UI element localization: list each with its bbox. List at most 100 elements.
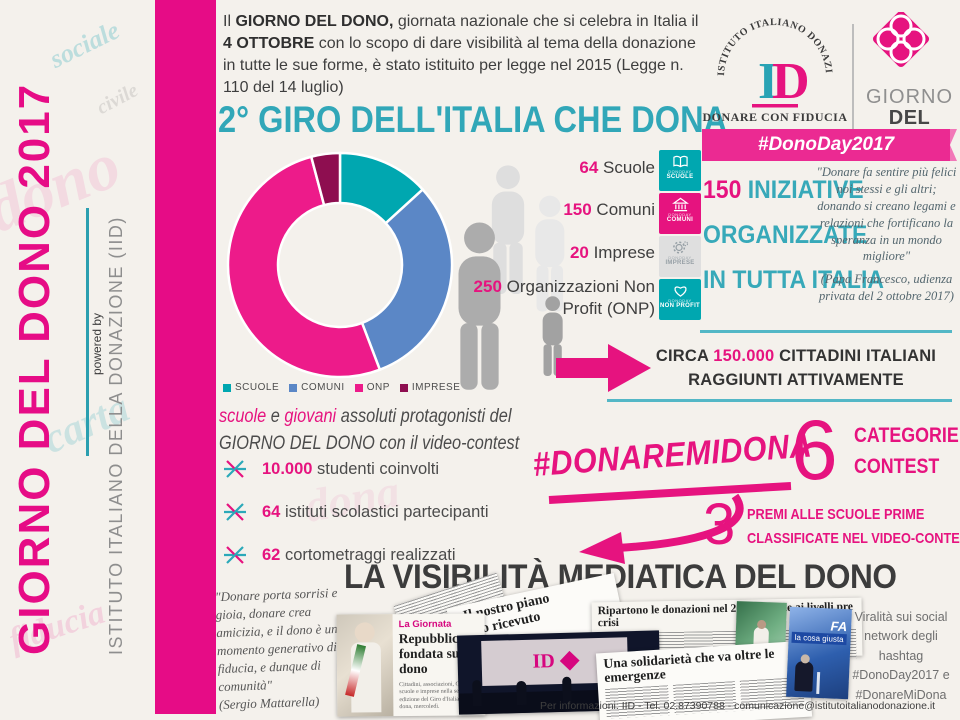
section-title-giro: 2° GIRO DELL'ITALIA CHE DONA xyxy=(218,99,728,140)
gdd-line1: GIORNO xyxy=(865,86,954,108)
chair-leg xyxy=(816,671,821,695)
six-label-2: CONTEST xyxy=(854,455,940,478)
stat-value: 250 xyxy=(473,277,502,296)
highlight-giovani: giovani xyxy=(284,406,337,427)
badge-line1: DONODAY xyxy=(668,255,692,260)
contest-heading-text: assoluti protagonisti del xyxy=(336,406,512,427)
bullet-istituti: 64 istituti scolastici partecipanti xyxy=(222,499,489,525)
person-silhouette xyxy=(794,660,814,692)
big-number-6: 6 xyxy=(791,403,838,497)
donoday-ribbon: #DonoDay2017 xyxy=(702,129,957,161)
iid-logo-graphic: ISTITUTO ITALIANO DONAZIONE I D xyxy=(696,0,834,110)
intro-bold: 4 OTTOBRE xyxy=(223,35,315,53)
three-label-2: CLASSIFICATE NEL VIDEO-CONTEST xyxy=(747,530,960,547)
bullet-value: 10.000 xyxy=(262,459,313,478)
curved-arrow-icon xyxy=(548,482,792,564)
bullet-text: 10.000 studenti coinvolti xyxy=(262,460,439,479)
person-silhouette xyxy=(472,680,482,707)
quote-text: "Donare fa sentire più felici noi stessi… xyxy=(816,165,957,264)
iid-logo: ISTITUTO ITALIANO DONAZIONE I D DONARE C… xyxy=(696,0,850,128)
asterisk-icon xyxy=(224,460,246,478)
reach-statement: CIRCA 150.000 CITTADINI ITALIANI RAGGIUN… xyxy=(640,345,952,393)
intro-text: con lo scopo di dare visibilità al tema … xyxy=(223,35,696,97)
asterisk-icon xyxy=(224,546,246,564)
diamond-knot-icon xyxy=(872,10,930,68)
iniziative-line1: 150 INIZIATIVE xyxy=(703,176,884,205)
bank-icon xyxy=(671,197,689,212)
legend-label: IMPRESE xyxy=(411,382,461,393)
backdrop-diamond-icon xyxy=(559,651,580,672)
watermark-word: civile xyxy=(93,79,142,119)
divider-line xyxy=(607,399,952,402)
contest-heading-line2: GIORNO DEL DONO con il video-contest xyxy=(219,432,520,454)
organization-vertical-label: ISTITUTO ITALIANO DELLA DONAZIONE (IID) xyxy=(106,216,126,655)
book-icon xyxy=(672,155,688,168)
tv-screenshot-fa: FA la cosa giusta xyxy=(786,606,852,700)
contest-heading-line1: scuole e giovani assoluti protagonisti d… xyxy=(219,404,519,431)
arrow-right-icon xyxy=(556,344,651,392)
stat-value: 64 xyxy=(579,158,599,177)
reach-line1: CIRCA 150.000 CITTADINI ITALIANI xyxy=(640,345,952,369)
intro-text: Il xyxy=(223,13,236,30)
intro-paragraph: Il GIORNO DEL DONO, giornata nazionale c… xyxy=(223,11,701,99)
stat-label-text: Comuni xyxy=(591,200,655,219)
chart-legend: SCUOLE COMUNI ONP IMPRESE xyxy=(223,382,460,393)
badge-line2: COMUNI xyxy=(666,217,694,223)
legend-item: ONP xyxy=(354,382,390,393)
legend-item: SCUOLE xyxy=(223,382,279,393)
reach-suffix: CITTADINI ITALIANI xyxy=(774,347,937,365)
bullet-label: istituti scolastici partecipanti xyxy=(280,502,489,521)
contest-heading: scuole e giovani assoluti protagonisti d… xyxy=(219,404,568,458)
badge-line2: SCUOLE xyxy=(666,174,694,180)
bullet-text: 62 cortometraggi realizzati xyxy=(262,546,456,565)
stat-scuole: 64 Scuole xyxy=(495,158,655,178)
badge-line1: DONODAY xyxy=(668,298,692,303)
stat-imprese: 20 Imprese xyxy=(495,243,655,263)
legend-item: COMUNI xyxy=(289,382,345,393)
legend-swatch xyxy=(354,383,363,392)
bullet-studenti: 10.000 studenti coinvolti xyxy=(222,456,439,482)
three-label-1: PREMI ALLE SCUOLE PRIME xyxy=(747,506,925,523)
reach-line2: RAGGIUNTI ATTIVAMENTE xyxy=(688,370,904,389)
person-silhouette xyxy=(516,680,527,706)
iid-tagline: DONARE CON FIDUCIA xyxy=(702,110,848,124)
social-virality-note: Viralità sui social network degli hashta… xyxy=(852,610,950,702)
iid-underline xyxy=(752,104,798,108)
iid-letter-i: I xyxy=(758,53,778,110)
badge-line2: NON PROFIT xyxy=(660,303,700,309)
stat-value: 20 xyxy=(569,243,589,262)
highlight-scuole: scuole xyxy=(219,406,267,427)
pope-photo xyxy=(336,614,394,717)
iniziative-line3: IN TUTTA ITALIA xyxy=(703,266,884,294)
stat-label-text: Scuole xyxy=(598,158,655,177)
bullet-cortometraggi: 62 cortometraggi realizzati xyxy=(222,542,456,568)
bullet-label: studenti coinvolti xyxy=(312,459,440,478)
legend-label: COMUNI xyxy=(301,382,345,393)
logo-divider xyxy=(852,24,854,134)
clipping-section: La Giornata xyxy=(398,618,452,631)
legend-label: ONP xyxy=(366,382,390,393)
reach-value: 150.000 xyxy=(713,347,775,365)
media-section-title: LA VISIBILITÀ MEDIATICA DEL DONO xyxy=(344,558,897,596)
badge-nonprofit: DONODAY NON PROFIT xyxy=(659,279,701,320)
gears-icon xyxy=(672,241,688,254)
quote-papa-francesco: "Donare fa sentire più felici noi stessi… xyxy=(814,164,959,305)
quote-attribution: (Papa Francesco, udienza privata del 2 o… xyxy=(819,272,954,304)
bullet-value: 64 xyxy=(262,502,281,521)
bullet-label: cortometraggi realizzati xyxy=(280,545,456,564)
hashtag-donaremidona: #DONAREMIDONA xyxy=(531,426,814,484)
bullet-text: 64 istituti scolastici partecipanti xyxy=(262,503,489,522)
badge-scuole: DONODAY SCUOLE xyxy=(659,150,701,191)
reach-prefix: CIRCA xyxy=(655,347,714,365)
stat-value: 150 xyxy=(563,200,592,219)
people-silhouettes xyxy=(458,165,565,390)
stat-label-text: Organizzazioni Non Profit (ONP) xyxy=(501,277,655,319)
powered-by-label: powered by xyxy=(90,312,104,375)
asterisk-icon xyxy=(224,503,246,521)
big-number-3: 3 xyxy=(703,492,736,557)
quote-text: "Donare porta sorrisi e gioia, donare cr… xyxy=(214,584,338,694)
divider-line xyxy=(700,330,952,333)
stat-label-text: Imprese xyxy=(588,243,655,262)
intro-text: giornata nazionale che si celebra in Ita… xyxy=(393,13,699,30)
